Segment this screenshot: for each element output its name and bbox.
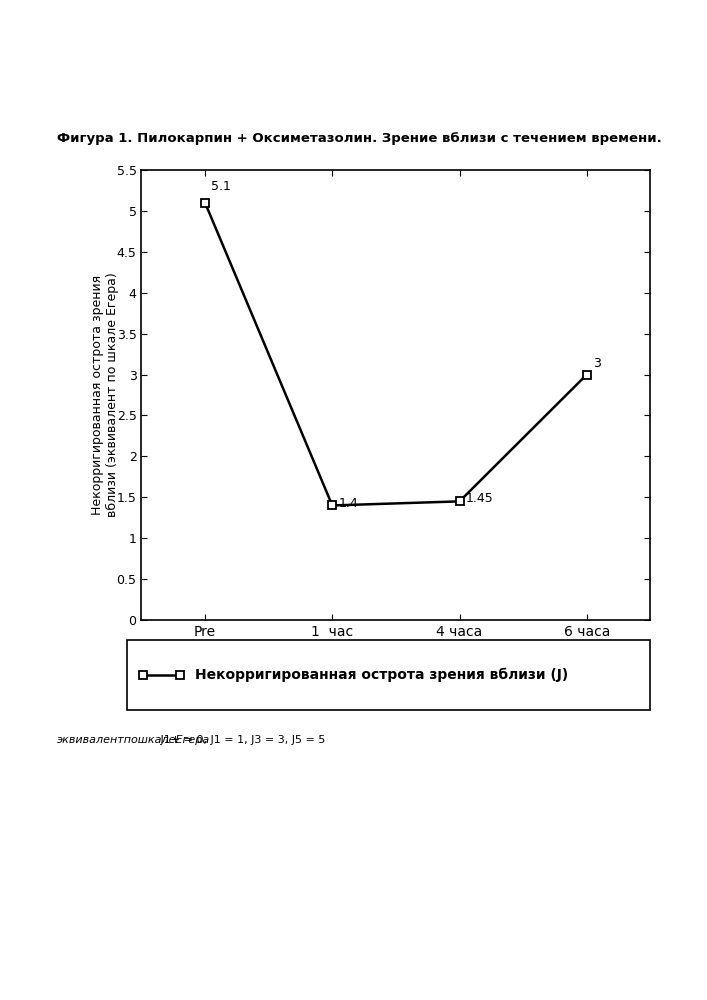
- Text: Фигура 1. Пилокарпин + Оксиметазолин. Зрение вблизи с течением времени.: Фигура 1. Пилокарпин + Оксиметазолин. Зр…: [57, 132, 661, 145]
- Text: 1.45: 1.45: [466, 492, 493, 505]
- X-axis label: ВРЕМЯ: ВРЕМЯ: [366, 653, 426, 668]
- Text: Некорригированная острота зрения вблизи (J): Некорригированная острота зрения вблизи …: [195, 668, 568, 682]
- Text: эквивалентпошкалеЕгера: эквивалентпошкалеЕгера: [57, 735, 210, 745]
- Text: 3: 3: [593, 357, 601, 370]
- Text: 5.1: 5.1: [211, 180, 231, 193]
- FancyBboxPatch shape: [127, 640, 650, 710]
- Text: J1+ = 0, J1 = 1, J3 = 3, J5 = 5: J1+ = 0, J1 = 1, J3 = 3, J5 = 5: [150, 735, 325, 745]
- Y-axis label: Некорригированная острота зрения
вблизи (эквивалент по шкале Егера): Некорригированная острота зрения вблизи …: [91, 273, 119, 517]
- Text: 1.4: 1.4: [339, 497, 358, 510]
